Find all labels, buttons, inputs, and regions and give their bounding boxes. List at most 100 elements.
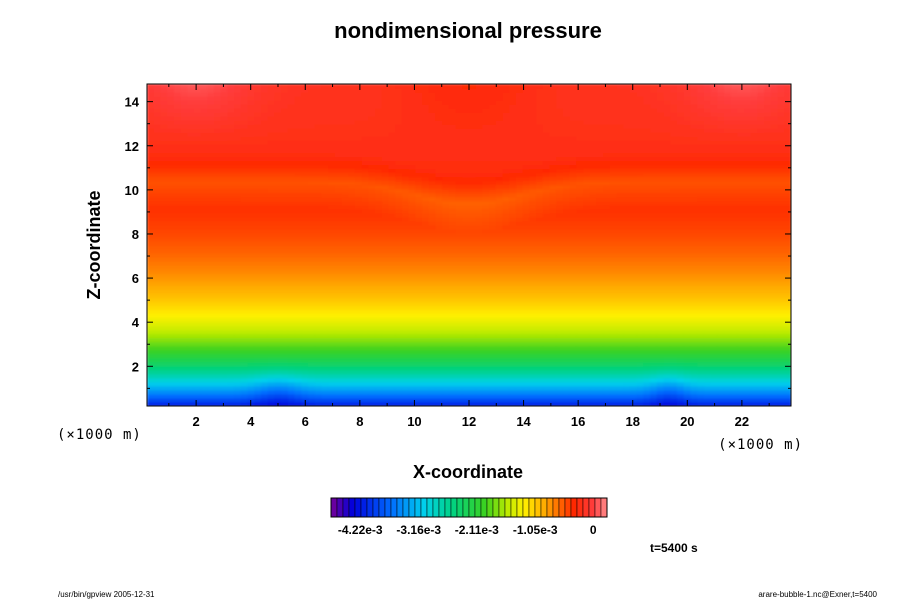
- heat-cell: [448, 136, 457, 141]
- heat-cell: [361, 297, 369, 302]
- heat-cell: [475, 277, 484, 282]
- heat-cell: [187, 204, 195, 210]
- heat-cell: [160, 393, 168, 399]
- heat-cell: [428, 301, 437, 306]
- heat-cell: [193, 369, 202, 375]
- heat-cell: [281, 204, 289, 210]
- heat-cell: [294, 224, 302, 230]
- heat-cell: [301, 216, 309, 222]
- heat-cell: [529, 357, 537, 363]
- heat-cell: [314, 361, 323, 367]
- heat-cell: [495, 333, 504, 339]
- heat-cell: [334, 208, 343, 214]
- heat-cell: [328, 337, 336, 343]
- heat-cell: [515, 108, 524, 113]
- heat-cell: [536, 212, 544, 218]
- heat-cell: [435, 309, 443, 315]
- heat-cell: [261, 313, 269, 319]
- heat-cell: [180, 265, 188, 270]
- heat-cell: [482, 224, 490, 230]
- heat-cell: [388, 196, 396, 202]
- heat-cell: [522, 345, 530, 351]
- heat-cell: [301, 196, 309, 202]
- heat-cell: [227, 176, 235, 182]
- heat-cell: [381, 240, 390, 246]
- heat-cell: [442, 228, 450, 234]
- heat-cell: [314, 313, 323, 319]
- heat-cell: [348, 228, 356, 234]
- heat-cell: [160, 164, 168, 170]
- heat-cell: [247, 349, 255, 355]
- heat-cell: [321, 373, 329, 379]
- heat-cell: [489, 212, 497, 218]
- heat-cell: [167, 261, 175, 266]
- heat-cell: [381, 321, 390, 327]
- heat-cell: [254, 172, 262, 178]
- heat-cell: [193, 277, 202, 282]
- heat-cell: [341, 136, 349, 141]
- heat-cell: [509, 100, 517, 105]
- heat-cell: [247, 321, 255, 327]
- heat-cell: [274, 148, 282, 154]
- heat-cell: [308, 353, 316, 359]
- heat-cell: [415, 341, 423, 347]
- heat-cell: [254, 269, 262, 274]
- heat-cell: [254, 88, 262, 93]
- heat-cell: [294, 116, 302, 121]
- heat-cell: [348, 301, 356, 306]
- heat-cell: [287, 108, 296, 113]
- heat-cell: [207, 156, 215, 162]
- heat-cell: [368, 88, 376, 93]
- heat-cell: [167, 232, 175, 238]
- heat-cell: [187, 345, 195, 351]
- heat-cell: [408, 245, 416, 250]
- heat-cell: [254, 112, 262, 117]
- heat-cell: [469, 353, 477, 359]
- heat-cell: [180, 345, 188, 351]
- heat-cell: [193, 293, 202, 298]
- heat-cell: [522, 373, 530, 379]
- heat-cell: [381, 393, 390, 399]
- heat-cell: [475, 377, 484, 383]
- heat-cell: [455, 381, 463, 387]
- heat-cell: [522, 389, 530, 395]
- heat-cell: [220, 273, 229, 278]
- heat-cell: [401, 84, 410, 89]
- heat-cell: [556, 220, 564, 226]
- heat-cell: [287, 176, 296, 182]
- heat-cell: [207, 249, 215, 254]
- heat-cell: [415, 208, 423, 214]
- heat-cell: [462, 373, 470, 379]
- heat-cell: [321, 152, 329, 158]
- heat-cell: [388, 389, 396, 395]
- heat-cell: [489, 261, 497, 266]
- heat-cell: [368, 184, 376, 190]
- heat-cell: [361, 208, 369, 214]
- heat-cell: [180, 164, 188, 170]
- heat-cell: [254, 84, 262, 89]
- heat-cell: [348, 337, 356, 343]
- heat-cell: [187, 196, 195, 202]
- heat-cell: [147, 204, 155, 210]
- heat-cell: [388, 357, 396, 363]
- heat-cell: [348, 373, 356, 379]
- heat-cell: [442, 337, 450, 343]
- heat-cell: [549, 184, 557, 190]
- heat-cell: [536, 401, 544, 406]
- heat-cell: [167, 164, 175, 170]
- heat-cell: [261, 176, 269, 182]
- heat-cell: [334, 144, 343, 149]
- heat-cell: [368, 385, 376, 391]
- heat-cell: [354, 240, 363, 246]
- heat-cell: [381, 285, 390, 290]
- heat-cell: [167, 188, 175, 194]
- heat-cell: [167, 108, 175, 113]
- heat-cell: [261, 345, 269, 351]
- heat-cell: [428, 224, 437, 230]
- heat-cell: [274, 377, 282, 383]
- heat-cell: [328, 333, 336, 339]
- heat-cell: [375, 112, 383, 117]
- heat-cell: [368, 168, 376, 174]
- heat-cell: [422, 261, 430, 266]
- heat-cell: [234, 172, 242, 178]
